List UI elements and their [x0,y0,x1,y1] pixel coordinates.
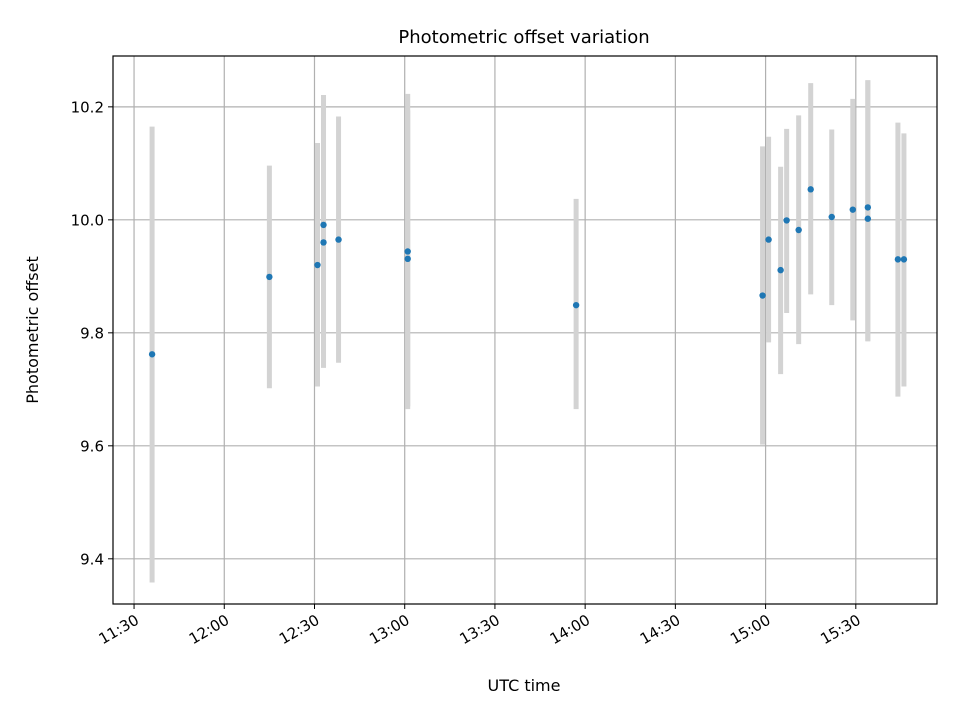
data-point [864,215,872,222]
data-point [777,266,784,274]
data-point [404,255,411,263]
data-point [783,217,790,224]
data-point [266,273,273,281]
data-point [900,256,908,263]
data-point [849,206,856,213]
data-point [795,226,802,234]
x-axis-title: UTC time [488,676,561,695]
y-tick-label: 10.0 [71,211,104,229]
data-point [828,213,835,221]
y-axis-title: Photometric offset [23,256,42,404]
data-point [335,236,342,243]
y-tick-label: 9.4 [80,550,104,568]
data-point [404,248,411,255]
data-point [894,256,902,263]
data-point [864,204,872,211]
y-tick-label: 9.8 [80,324,104,342]
y-axis-ticks: 9.4 9.6 9.8 10.0 10.2 [71,98,113,568]
chart-title: Photometric offset variation [398,27,649,48]
data-point [807,186,814,193]
data-point [320,221,327,229]
data-point [320,239,327,246]
data-point [148,351,156,358]
y-tick-label: 10.2 [71,98,104,116]
data-points [148,186,908,358]
data-point [314,261,321,269]
data-point [765,236,772,243]
data-point [759,292,766,299]
data-point [572,301,580,309]
plot-frame [112,55,938,605]
y-tick-label: 9.6 [80,437,104,455]
